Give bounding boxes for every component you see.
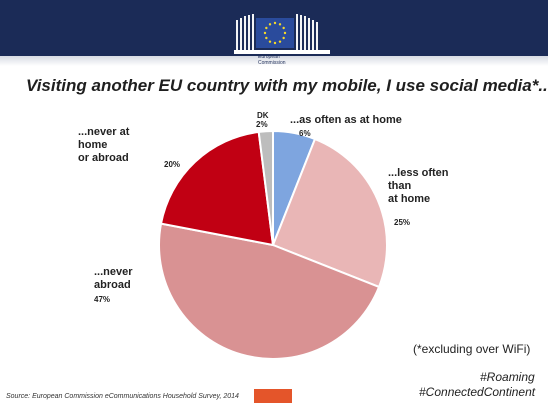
eu-star-icon — [278, 40, 282, 43]
eu-star-icon — [273, 21, 277, 25]
pie-slice — [158, 222, 381, 360]
eu-star-icon — [268, 23, 272, 26]
eu-star-icon — [263, 31, 267, 35]
slice-pct-less-often: 25% — [394, 218, 411, 227]
slice-pct-dk: 2% — [256, 120, 268, 129]
chart-title: Visiting another EU country with my mobi… — [26, 76, 548, 95]
hashtag-roaming: #Roaming — [480, 370, 535, 384]
header-shadow — [0, 56, 548, 66]
eu-star-icon — [278, 23, 282, 26]
eu-star-icon — [265, 36, 268, 40]
source-note: Source: European Commission eCommunicati… — [6, 393, 239, 400]
pie-slice — [159, 130, 275, 247]
slice-pct-never-abroad: 47% — [94, 295, 111, 304]
european-commission-logo — [234, 14, 330, 72]
logo-text: European Commission — [258, 54, 286, 66]
hashtag-connected-continent: #ConnectedContinent — [419, 385, 536, 399]
eu-star-icon — [282, 26, 285, 30]
eu-star-icon — [265, 26, 268, 30]
footnote: (*excluding over WiFi) — [413, 342, 531, 356]
slice-pct-as-often: 6% — [299, 129, 311, 138]
slice-label-as-often: ...as often as at home — [290, 114, 402, 126]
pie-slice — [271, 137, 388, 289]
accent-bar — [254, 389, 292, 403]
eu-star-icon — [268, 40, 272, 43]
eu-star-icon — [283, 31, 287, 35]
slice-label-less-often: ...less often than at home — [388, 167, 449, 205]
slice-pct-never-at-home: 20% — [164, 160, 181, 169]
slice-label-never-at-home: ...never at home or abroad — [78, 126, 130, 164]
eu-star-icon — [273, 41, 277, 45]
pie-slice — [257, 129, 274, 246]
slice-label-never-abroad: ...never abroad — [94, 266, 133, 291]
slice-label-dk: DK — [257, 111, 269, 120]
eu-star-icon — [282, 36, 285, 40]
